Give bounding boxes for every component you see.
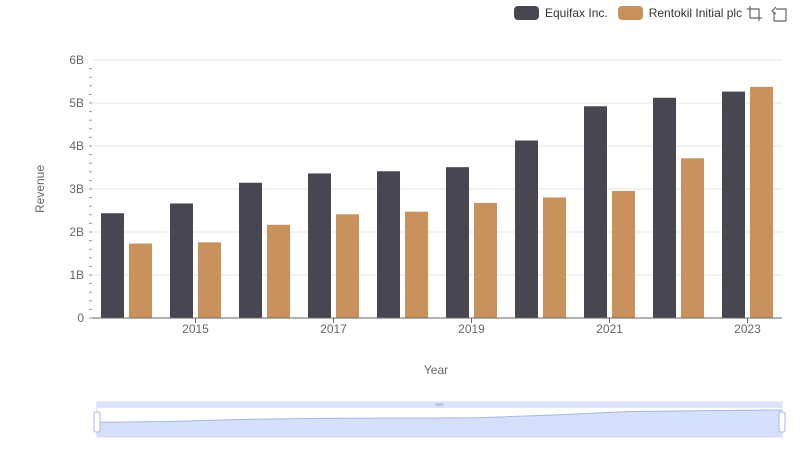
legend-item-equifax[interactable]: Equifax Inc. <box>514 6 608 20</box>
slider-left-handle[interactable] <box>93 411 101 433</box>
zoom-reset-icon[interactable] <box>771 5 788 22</box>
slider-right-handle[interactable] <box>778 411 786 433</box>
legend-item-rentokil[interactable]: Rentokil Initial plc <box>617 6 743 20</box>
y-tick-label: 6B <box>69 53 84 67</box>
x-tick-label: 2021 <box>596 322 623 336</box>
bar-rentokil-2019[interactable] <box>474 202 497 318</box>
bar-rentokil-2021[interactable] <box>612 190 635 318</box>
x-axis: 2015 2017 2019 2021 2023 <box>92 317 782 336</box>
x-tick-label: 2019 <box>458 322 485 336</box>
toolbox <box>746 5 788 22</box>
x-tick-label: 2015 <box>182 322 209 336</box>
bar-equifax-2020[interactable] <box>515 140 538 318</box>
bar-equifax-2015[interactable] <box>170 203 193 318</box>
bar-rentokil-2017[interactable] <box>336 214 359 318</box>
y-tick-label: 4B <box>69 139 84 153</box>
bar-rentokil-2023[interactable] <box>750 86 773 318</box>
bar-rentokil-2022[interactable] <box>681 158 704 318</box>
y-axis-tick-labels: 0 1B 2B 3B 4B 5B 6B <box>69 53 92 325</box>
zoom-select-icon[interactable] <box>746 5 763 22</box>
bar-equifax-2018[interactable] <box>377 171 400 318</box>
bar-series[interactable] <box>101 86 773 319</box>
bar-equifax-2019[interactable] <box>446 167 469 318</box>
x-axis-title: Year <box>424 363 448 377</box>
slider-data-area <box>97 410 782 437</box>
slider-grip-icon <box>435 403 444 406</box>
legend-label-rentokil: Rentokil Initial plc <box>648 6 743 20</box>
bar-equifax-2023[interactable] <box>722 91 745 318</box>
bar-equifax-2022[interactable] <box>653 97 676 319</box>
legend-label-equifax: Equifax Inc. <box>545 6 608 20</box>
bar-rentokil-2014[interactable] <box>129 243 152 318</box>
bar-equifax-2016[interactable] <box>239 182 262 318</box>
data-zoom-slider[interactable] <box>93 401 786 438</box>
bar-equifax-2014[interactable] <box>101 213 124 318</box>
legend-swatch-rentokil <box>617 6 643 20</box>
x-tick-label: 2017 <box>320 322 347 336</box>
grid-lines <box>92 59 782 319</box>
y-tick-label: 1B <box>69 268 84 282</box>
slider-data-line <box>96 409 783 423</box>
y-tick-label: 2B <box>69 225 84 239</box>
x-tick-label: 2023 <box>734 322 761 336</box>
legend: Equifax Inc. Rentokil Initial plc <box>514 4 742 22</box>
bar-rentokil-2020[interactable] <box>543 197 566 318</box>
y-axis-title: Revenue <box>33 165 47 213</box>
bar-equifax-2017[interactable] <box>308 173 331 318</box>
y-tick-label: 0 <box>77 311 84 325</box>
bar-rentokil-2016[interactable] <box>267 224 290 318</box>
y-tick-label: 5B <box>69 96 84 110</box>
legend-swatch-equifax <box>514 6 539 20</box>
bar-equifax-2021[interactable] <box>584 106 607 318</box>
bar-rentokil-2015[interactable] <box>198 242 221 318</box>
bar-rentokil-2018[interactable] <box>405 211 428 318</box>
y-tick-label: 3B <box>69 182 84 196</box>
